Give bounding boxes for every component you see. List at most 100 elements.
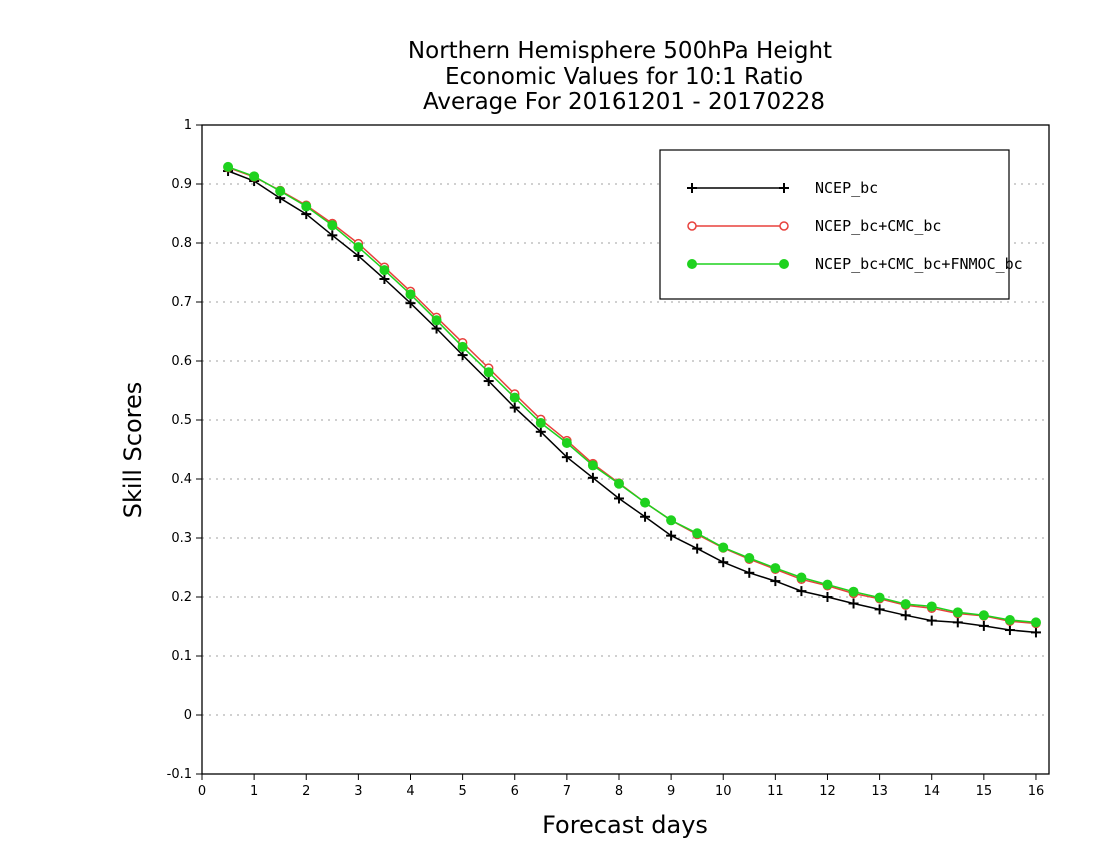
y-tick-label: 0.5 [171, 413, 192, 428]
legend-marker [687, 183, 697, 193]
chart-title: Northern Hemisphere 500hPa Height Econom… [408, 38, 832, 115]
x-tick-label: 5 [458, 784, 466, 799]
data-point [431, 315, 442, 326]
data-point [874, 604, 885, 615]
y-tick-label: 0.7 [171, 295, 192, 310]
y-tick-label: 0.2 [171, 590, 192, 605]
x-axis-label: Forecast days [542, 811, 708, 839]
plot-frame [201, 124, 1050, 775]
data-point [796, 586, 807, 597]
data-point [613, 478, 624, 489]
data-point [587, 460, 598, 471]
data-point [718, 557, 729, 568]
data-point [509, 402, 520, 413]
data-point [223, 161, 234, 172]
x-tick-label: 14 [923, 784, 940, 799]
y-tick-label: 0.8 [171, 236, 192, 251]
y-tick-label: 0.3 [171, 531, 192, 546]
title-line-3: Average For 20161201 - 20170228 [423, 89, 825, 115]
data-point [952, 617, 963, 628]
data-point [848, 586, 859, 597]
legend-items: NCEP_bc NCEP_bc+CMC_bc NCEP_bc+CMC_bc+FNMO… [687, 179, 1023, 273]
data-point [535, 426, 546, 437]
y-tick-label: 0.9 [171, 177, 192, 192]
x-tick-label: 4 [406, 784, 414, 799]
data-point [718, 542, 729, 553]
data-point [353, 250, 364, 261]
data-point [666, 530, 677, 541]
legend-marker [687, 259, 697, 269]
legend-label: NCEP_bc [815, 179, 878, 197]
data-point [822, 592, 833, 602]
x-tick-label: 11 [767, 784, 784, 799]
series-1 [223, 166, 1041, 638]
x-tick-label: 8 [615, 784, 623, 799]
x-tick-label: 13 [871, 784, 888, 799]
data-point [249, 171, 260, 182]
y-tick-labels: -0.1 0 0.1 0.2 0.3 0.4 0.5 0.6 0.7 0.8 0.9 1 [167, 118, 192, 782]
series-3 [223, 161, 1041, 628]
data-point [613, 493, 624, 504]
data-point [379, 265, 390, 276]
x-tick-label: 6 [511, 784, 519, 799]
legend-marker [687, 221, 697, 231]
x-tick-label: 7 [563, 784, 571, 799]
data-point [587, 472, 598, 483]
data-point [327, 220, 338, 231]
data-point [405, 298, 416, 309]
x-tick-label: 12 [819, 784, 836, 799]
data-point [1030, 627, 1041, 638]
data-point [952, 607, 963, 618]
x-tick-label: 0 [198, 784, 206, 799]
x-tick-label: 9 [667, 784, 675, 799]
data-point [483, 367, 494, 378]
gridlines [202, 183, 1049, 716]
x-tick-label: 1 [250, 784, 258, 799]
x-tick-label: 10 [715, 784, 732, 799]
data-point [275, 186, 286, 197]
y-tick-label: 0.1 [171, 649, 192, 664]
data-point [692, 543, 703, 554]
x-tick-labels: 0 1 2 3 4 5 6 7 8 9 10 11 12 13 14 15 16 [198, 784, 1044, 799]
data-point [561, 452, 572, 463]
data-point [874, 592, 885, 603]
data-point [327, 230, 338, 241]
x-tick-label: 16 [1028, 784, 1045, 799]
data-point [405, 289, 416, 300]
data-point [770, 563, 781, 574]
data-point [379, 273, 390, 284]
data-point [796, 572, 807, 583]
legend-marker [779, 259, 789, 269]
legend-entry-2: NCEP_bc+CMC_bc [687, 217, 941, 235]
y-tick-label: 0 [184, 708, 192, 723]
data-point [822, 579, 833, 590]
legend-entry-1: NCEP_bc [687, 179, 878, 197]
legend-label: NCEP_bc+CMC_bc+FNMOC_bc [815, 255, 1023, 273]
data-point [770, 576, 781, 587]
data-point [978, 610, 989, 621]
y-axis-label: Skill Scores [119, 382, 147, 519]
data-point [561, 438, 572, 449]
y-tick-label: -0.1 [167, 767, 192, 782]
data-point [640, 497, 651, 508]
data-point [926, 615, 937, 626]
data-point [926, 601, 937, 612]
legend-label: NCEP_bc+CMC_bc [815, 217, 941, 235]
data-point [457, 341, 468, 352]
data-point [744, 567, 755, 578]
data-point [900, 599, 911, 610]
data-point [900, 610, 911, 621]
x-tick-label: 15 [976, 784, 993, 799]
y-tick-label: 0.6 [171, 354, 192, 369]
y-tick-label: 1 [184, 118, 192, 133]
legend-marker [779, 183, 789, 193]
data-point [666, 515, 677, 526]
legend-box [659, 149, 1010, 300]
data-point [1004, 625, 1015, 636]
data-point [483, 376, 494, 387]
legend-marker [779, 221, 789, 231]
legend: NCEP_bc NCEP_bc+CMC_bc NCEP_bc+CMC_bc+FNMO… [659, 149, 1023, 300]
x-tick-label: 2 [302, 784, 310, 799]
data-point [848, 598, 859, 609]
